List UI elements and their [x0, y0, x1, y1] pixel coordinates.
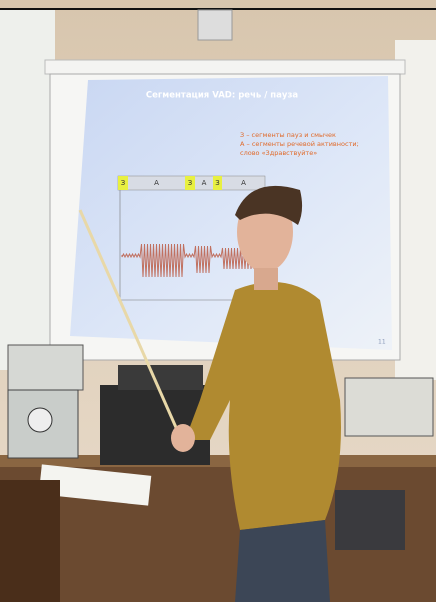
paper — [38, 464, 152, 506]
bag — [335, 490, 405, 550]
segment-label: А — [241, 179, 246, 187]
legend-line: слово «Здравствуйте» — [240, 149, 317, 157]
pause-segment — [118, 176, 128, 190]
pause-segment — [213, 176, 222, 190]
segment-label: А — [202, 179, 207, 187]
slide-number: 11 — [378, 339, 386, 346]
curtain-right — [395, 40, 436, 380]
instrument — [344, 377, 434, 437]
legend-line: А – сегменты речевой активности; — [240, 140, 359, 148]
pause-segment — [185, 176, 195, 190]
projected-slide — [70, 76, 392, 350]
jeans — [235, 520, 330, 602]
wall-device — [197, 9, 233, 41]
instrument — [118, 365, 203, 390]
top-line — [0, 8, 436, 10]
segment-label: З — [215, 179, 220, 187]
segment-label: З — [188, 179, 193, 187]
slide-title: Сегментация VAD: речь / пауза — [146, 91, 299, 101]
screen-case — [44, 59, 406, 75]
neck — [254, 268, 278, 290]
waveform — [121, 243, 259, 278]
hair — [235, 185, 303, 225]
segment-label: З — [121, 179, 126, 187]
dial — [27, 407, 53, 433]
sweater — [185, 282, 341, 530]
segment-label: А — [154, 179, 159, 187]
chair — [0, 480, 60, 602]
legend-line: З – сегменты пауз и смычек — [240, 131, 336, 139]
pointer — [78, 209, 180, 433]
instrument — [7, 344, 84, 391]
hand — [171, 424, 195, 452]
